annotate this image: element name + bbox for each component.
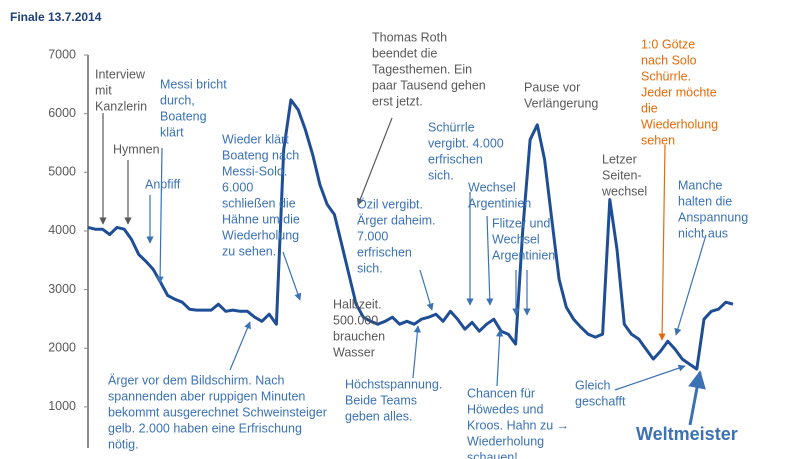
- annotation: schauen!: [467, 450, 518, 459]
- annotation: Beide Teams: [345, 393, 417, 407]
- y-tick-label: 1000: [48, 399, 76, 413]
- annotation: nicht aus: [678, 226, 728, 240]
- annotation: Kanzlerin: [95, 99, 147, 113]
- annotation: nach Solo: [641, 53, 697, 67]
- annotation: erfrischen: [357, 245, 412, 259]
- annotation: paar Tausend gehen: [372, 78, 486, 92]
- annotation: Schürrle: [428, 120, 475, 134]
- annotation: Pause vor: [524, 80, 580, 94]
- annotation-arrow: [412, 325, 421, 379]
- y-tick-label: 4000: [48, 223, 76, 237]
- annotation: Weltmeister: [636, 424, 738, 444]
- annotation: Halbzeit.: [333, 297, 382, 311]
- annotation: Kroos. Hahn zu →: [467, 418, 569, 432]
- annotation: erfrischen: [428, 152, 483, 166]
- chart-title: Finale 13.7.2014: [10, 10, 102, 24]
- annotation: Chancen für: [467, 386, 535, 400]
- annotation: sehen: [641, 133, 675, 147]
- annotation-arrow: [674, 234, 707, 336]
- annotation-arrow: [486, 215, 494, 306]
- annotation: Thomas Roth: [372, 30, 447, 44]
- annotation: mit: [95, 83, 112, 97]
- annotation: nötig.: [108, 437, 139, 451]
- annotation: brauchen: [333, 329, 385, 343]
- annotation-arrow: [357, 117, 393, 206]
- annotation-arrow: [229, 321, 251, 371]
- annotation: geschafft: [575, 394, 626, 408]
- annotation: 1:0 Götze: [641, 37, 695, 51]
- annotation: Manche: [678, 178, 723, 192]
- annotation: Boateng: [160, 109, 207, 123]
- annotation: Hymnen: [113, 142, 160, 156]
- annotation: Verlängerung: [524, 96, 598, 110]
- annotation-arrow: [496, 329, 504, 387]
- annotation: Seiten-: [602, 168, 642, 182]
- annotation-arrow: [658, 144, 666, 341]
- annotation: Flitzer und: [492, 216, 550, 230]
- y-tick-label: 2000: [48, 341, 76, 355]
- annotation: Messi bricht: [160, 77, 227, 91]
- annotation: wechsel: [601, 184, 647, 198]
- annotation-arrow: [282, 251, 302, 301]
- annotation: Höchstspannung.: [345, 377, 442, 391]
- annotation: Wasser: [333, 345, 375, 359]
- annotation: Wieder klärt: [222, 132, 289, 146]
- annotation: Wechsel: [468, 180, 516, 194]
- annotation: Jeder möchte: [641, 85, 717, 99]
- annotation: Wiederholung: [641, 117, 718, 131]
- annotation: sich.: [428, 168, 454, 182]
- annotation: Wiederholung: [222, 228, 299, 242]
- annotation: gelb. 2.000 haben eine Erfrischung: [108, 421, 302, 435]
- annotation: 6.000: [222, 180, 253, 194]
- annotation: Ärger daheim.: [357, 213, 436, 227]
- annotation-arrow: [614, 364, 686, 391]
- annotation: sich.: [357, 261, 383, 275]
- annotation: schließen die: [222, 196, 296, 210]
- annotation: Özil vergibt.: [357, 197, 423, 211]
- annotation: Schürrle.: [641, 69, 691, 83]
- annotation: Interview: [95, 67, 146, 81]
- annotation: durch,: [160, 93, 195, 107]
- annotation: Messi-Solo.: [222, 164, 287, 178]
- annotation: Wiederholung: [467, 434, 544, 448]
- y-tick-label: 3000: [48, 282, 76, 296]
- annotation: erst jetzt.: [372, 94, 423, 108]
- annotation: geben alles.: [345, 409, 412, 423]
- annotation: Höwedes und: [467, 402, 543, 416]
- annotation: Boateng nach: [222, 148, 299, 162]
- y-tick-label: 6000: [48, 106, 76, 120]
- data-line: [87, 98, 734, 371]
- annotation: Argentinien: [468, 196, 531, 210]
- annotation: Anpfiff: [145, 177, 181, 191]
- annotation: 7.000: [357, 229, 388, 243]
- annotation-arrow: [419, 269, 434, 311]
- annotation: Tagesthemen. Ein: [372, 62, 472, 76]
- annotation-arrow: [156, 147, 164, 284]
- annotation: Anspannung: [678, 210, 748, 224]
- annotation: zu sehen.: [222, 244, 276, 258]
- annotation: beendet die: [372, 46, 437, 60]
- annotation: spannenden aber ruppigen Minuten: [108, 389, 305, 403]
- annotation: Wechsel: [492, 232, 540, 246]
- annotation: Argentinien: [492, 248, 555, 262]
- annotation: die: [641, 101, 658, 115]
- annotation: Ärger vor dem Bildschirm. Nach: [108, 373, 284, 387]
- annotation: klärt: [160, 125, 184, 139]
- annotation: halten die: [678, 194, 732, 208]
- annotation: Gleich: [575, 378, 610, 392]
- y-tick-label: 7000: [48, 47, 76, 61]
- annotation: Letzer: [602, 152, 637, 166]
- annotation: Hähne um die: [222, 212, 300, 226]
- annotation-arrow: [688, 370, 706, 426]
- annotation: 500.000: [333, 313, 378, 327]
- y-tick-label: 5000: [48, 165, 76, 179]
- annotation: bekommt ausgerechnet Schweinsteiger: [108, 405, 327, 419]
- annotation: vergibt. 4.000: [428, 136, 504, 150]
